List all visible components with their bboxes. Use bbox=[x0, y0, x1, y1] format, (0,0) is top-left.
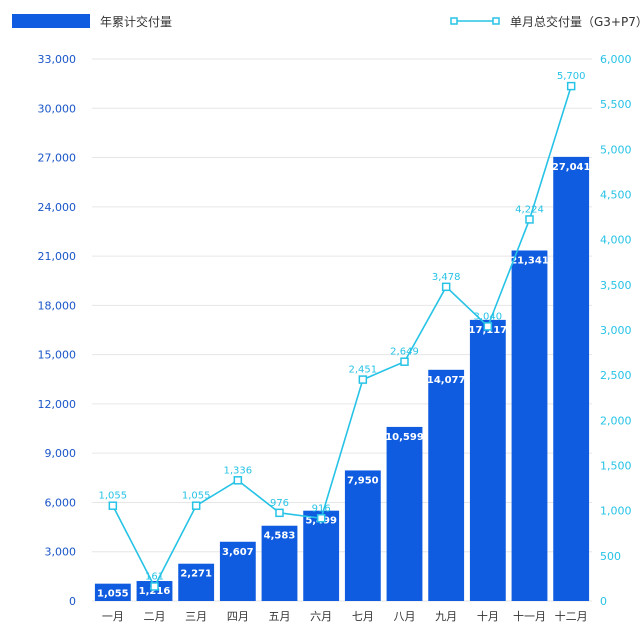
right-tick-label: 500 bbox=[600, 550, 621, 563]
bar-data-label: 4,583 bbox=[264, 531, 296, 542]
bar bbox=[178, 563, 215, 601]
bar-data-label: 7,950 bbox=[347, 475, 379, 486]
line-point bbox=[566, 81, 576, 91]
right-tick-label: 3,500 bbox=[600, 279, 632, 292]
left-tick-label: 33,000 bbox=[38, 53, 77, 66]
legend-marker-left bbox=[450, 17, 458, 25]
bar bbox=[344, 470, 381, 601]
bar-data-label: 1,216 bbox=[139, 586, 171, 597]
right-tick-label: 4,000 bbox=[600, 234, 632, 247]
x-tick-label: 十二月 bbox=[555, 609, 588, 623]
line-point bbox=[483, 322, 493, 331]
legend-label-line: 单月总交付量（G3+P7） bbox=[510, 14, 640, 29]
x-tick-label: 八月 bbox=[394, 610, 416, 623]
line-data-label: 5,700 bbox=[557, 71, 586, 82]
line-data-label: 916 bbox=[312, 503, 331, 514]
right-tick-label: 5,000 bbox=[600, 143, 632, 156]
x-tick-label: 二月 bbox=[144, 610, 166, 623]
line-data-label: 1,336 bbox=[224, 465, 253, 476]
left-tick-label: 9,000 bbox=[45, 447, 77, 460]
right-tick-label: 4,500 bbox=[600, 189, 632, 202]
bar bbox=[511, 250, 548, 602]
line-point bbox=[400, 357, 409, 366]
line-data-label: 1,055 bbox=[99, 491, 128, 502]
line-point bbox=[441, 282, 451, 292]
gridlines bbox=[92, 58, 592, 602]
x-axis: 一月 二月 三月 四月 五月 六月 七月 八月 九月 十月 十一月 十二月 bbox=[102, 609, 588, 623]
left-tick-label: 12,000 bbox=[38, 398, 77, 411]
right-tick-label: 0 bbox=[600, 595, 607, 608]
legend-swatch-bar bbox=[12, 14, 90, 28]
line-point bbox=[233, 476, 243, 485]
left-tick-label: 3,000 bbox=[45, 546, 77, 559]
left-tick-label: 21,000 bbox=[38, 250, 77, 263]
right-tick-label: 2,500 bbox=[600, 369, 632, 382]
x-tick-label: 四月 bbox=[227, 610, 249, 623]
line-point bbox=[150, 582, 159, 591]
bar bbox=[469, 319, 506, 601]
line-point bbox=[191, 501, 201, 510]
left-tick-label: 30,000 bbox=[38, 102, 77, 115]
line-data-label: 1,055 bbox=[182, 491, 211, 502]
bar-data-label: 1,055 bbox=[97, 589, 129, 600]
bar bbox=[553, 156, 590, 601]
bar-data-label: 3,607 bbox=[222, 547, 254, 558]
x-tick-label: 九月 bbox=[435, 610, 457, 623]
line-point bbox=[275, 508, 284, 518]
right-tick-label: 6,000 bbox=[600, 53, 632, 66]
left-axis: 0 3,000 6,000 9,000 12,000 15,000 18,000 21,000… bbox=[38, 53, 77, 608]
bar-data-label: 27,041 bbox=[552, 162, 591, 173]
line-point bbox=[525, 215, 534, 224]
x-tick-label: 十月 bbox=[477, 609, 499, 623]
x-tick-label: 三月 bbox=[185, 610, 207, 623]
legend-label-bar: 年累计交付量 bbox=[100, 14, 172, 29]
legend-marker-right bbox=[492, 17, 500, 25]
bar bbox=[94, 583, 131, 601]
line-data-label: 3,040 bbox=[474, 311, 503, 322]
bar-data-label: 21,341 bbox=[510, 255, 549, 266]
bar bbox=[428, 369, 465, 601]
bar-series bbox=[94, 156, 590, 602]
bar bbox=[303, 510, 340, 601]
x-tick-label: 一月 bbox=[102, 610, 124, 623]
left-tick-label: 6,000 bbox=[45, 496, 77, 509]
line-labels: 1,055 161 1,055 1,336 976 916 2,451 2,649 3,478 3… bbox=[99, 71, 586, 582]
line-point bbox=[108, 501, 118, 510]
line-data-label: 2,649 bbox=[390, 347, 419, 358]
line-data-label: 4,224 bbox=[515, 204, 544, 215]
line-point bbox=[316, 514, 326, 523]
x-tick-label: 十一月 bbox=[513, 609, 546, 623]
bar bbox=[219, 541, 256, 601]
left-tick-label: 0 bbox=[69, 595, 76, 608]
right-tick-label: 1,000 bbox=[600, 505, 632, 518]
line-data-label: 161 bbox=[145, 571, 164, 582]
right-tick-label: 1,500 bbox=[600, 460, 632, 473]
right-axis: 0 500 1,000 1,500 2,000 2,500 3,000 3,500 4,000 4… bbox=[600, 53, 632, 608]
right-tick-label: 2,000 bbox=[600, 414, 632, 427]
series-line bbox=[112, 85, 572, 589]
line-data-label: 2,451 bbox=[349, 365, 378, 376]
left-tick-label: 15,000 bbox=[38, 349, 77, 362]
left-tick-label: 18,000 bbox=[38, 299, 77, 312]
line-series bbox=[108, 81, 576, 591]
left-tick-label: 24,000 bbox=[38, 201, 77, 214]
line-data-label: 3,478 bbox=[432, 272, 461, 283]
x-tick-label: 七月 bbox=[352, 610, 374, 623]
x-tick-label: 六月 bbox=[310, 610, 332, 623]
x-tick-label: 五月 bbox=[269, 610, 291, 623]
bar-data-label: 10,599 bbox=[385, 432, 424, 443]
bar-data-label: 2,271 bbox=[180, 569, 212, 580]
bar bbox=[261, 525, 298, 601]
right-tick-label: 3,000 bbox=[600, 324, 632, 337]
line-point bbox=[358, 375, 368, 384]
legend: 年累计交付量 单月总交付量（G3+P7） bbox=[12, 14, 640, 29]
bar bbox=[136, 581, 173, 601]
right-tick-label: 5,500 bbox=[600, 98, 632, 111]
left-tick-label: 27,000 bbox=[38, 152, 77, 165]
bar-data-label: 14,077 bbox=[427, 375, 466, 386]
bar bbox=[386, 426, 423, 601]
line-data-label: 976 bbox=[270, 498, 289, 509]
